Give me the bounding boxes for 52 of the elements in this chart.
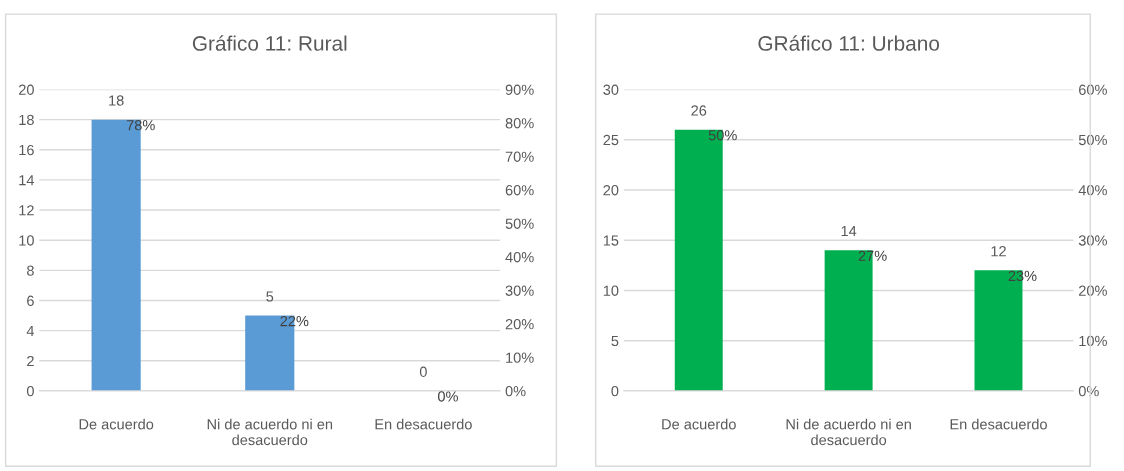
y2-tick-label: 60% bbox=[1079, 84, 1107, 95]
y-tick-label: 25 bbox=[603, 134, 619, 146]
y-tick-label: 14 bbox=[19, 175, 35, 186]
annotation: 23% bbox=[1008, 270, 1037, 282]
x-tick-label: En desacuerdo bbox=[375, 418, 472, 430]
y-tick-label: 4 bbox=[26, 325, 35, 336]
y2-tick-label: 80% bbox=[505, 118, 534, 129]
y-tick-label: 2 bbox=[27, 355, 34, 367]
y2-tick-label: 60% bbox=[505, 185, 534, 196]
y2-tick-label: 50% bbox=[505, 218, 534, 229]
y-tick-label: 6 bbox=[27, 295, 34, 306]
y-tick-label: 20 bbox=[18, 84, 34, 95]
x-tick-label: De acuerdo bbox=[79, 418, 154, 430]
y-tick-label: 10 bbox=[19, 235, 34, 246]
data-label: 0 bbox=[419, 366, 427, 377]
y2-tick-label: 40% bbox=[1078, 185, 1107, 196]
y-tick-label: 20 bbox=[603, 185, 619, 196]
y-tick-label: 16 bbox=[19, 144, 34, 156]
y2-tick-label: 30% bbox=[505, 285, 534, 296]
data-label: 18 bbox=[109, 95, 124, 106]
y-tick-label: 10 bbox=[603, 285, 619, 296]
data-label: 12 bbox=[991, 246, 1006, 257]
chart-title: GRáfico 11: Urbano bbox=[758, 35, 940, 51]
y2-tick-label: 30% bbox=[1078, 235, 1107, 246]
data-label: 26 bbox=[691, 105, 707, 116]
y2-tick-label: 0% bbox=[505, 386, 526, 397]
y2-tick-label: 10% bbox=[1079, 335, 1107, 347]
data-label: 14 bbox=[841, 226, 857, 237]
annotation: 27% bbox=[858, 250, 887, 261]
y-tick-label: 0 bbox=[26, 386, 34, 397]
annotation: 0% bbox=[437, 391, 458, 402]
x-tick-label: De acuerdo bbox=[662, 418, 736, 430]
y2-tick-label: 50% bbox=[1078, 134, 1107, 146]
y2-tick-label: 90% bbox=[505, 84, 534, 95]
y-tick-label: 15 bbox=[603, 235, 619, 246]
y2-tick-label: 20% bbox=[1079, 285, 1107, 296]
y-tick-label: 0 bbox=[611, 386, 619, 397]
y-tick-label: 5 bbox=[611, 335, 619, 347]
y-tick-label: 8 bbox=[27, 265, 34, 276]
y-tick-label: 12 bbox=[19, 205, 34, 216]
y-tick-label: 30 bbox=[603, 84, 619, 95]
x-tick-label: Ni de acuerdo ni en desacuerdo bbox=[786, 418, 911, 446]
y-tick-label: 18 bbox=[19, 114, 34, 126]
y2-tick-label: 20% bbox=[505, 319, 534, 330]
y2-tick-label: 10% bbox=[506, 352, 534, 363]
y2-tick-label: 70% bbox=[505, 151, 534, 162]
y2-tick-label: 40% bbox=[505, 252, 534, 263]
x-tick-label: En desacuerdo bbox=[950, 418, 1047, 430]
x-tick-label: Ni de acuerdo ni en desacuerdo bbox=[207, 418, 333, 446]
annotation: 50% bbox=[708, 130, 737, 141]
chart-title: Gráfico 11: Rural bbox=[192, 35, 347, 51]
data-label: 5 bbox=[266, 291, 274, 302]
